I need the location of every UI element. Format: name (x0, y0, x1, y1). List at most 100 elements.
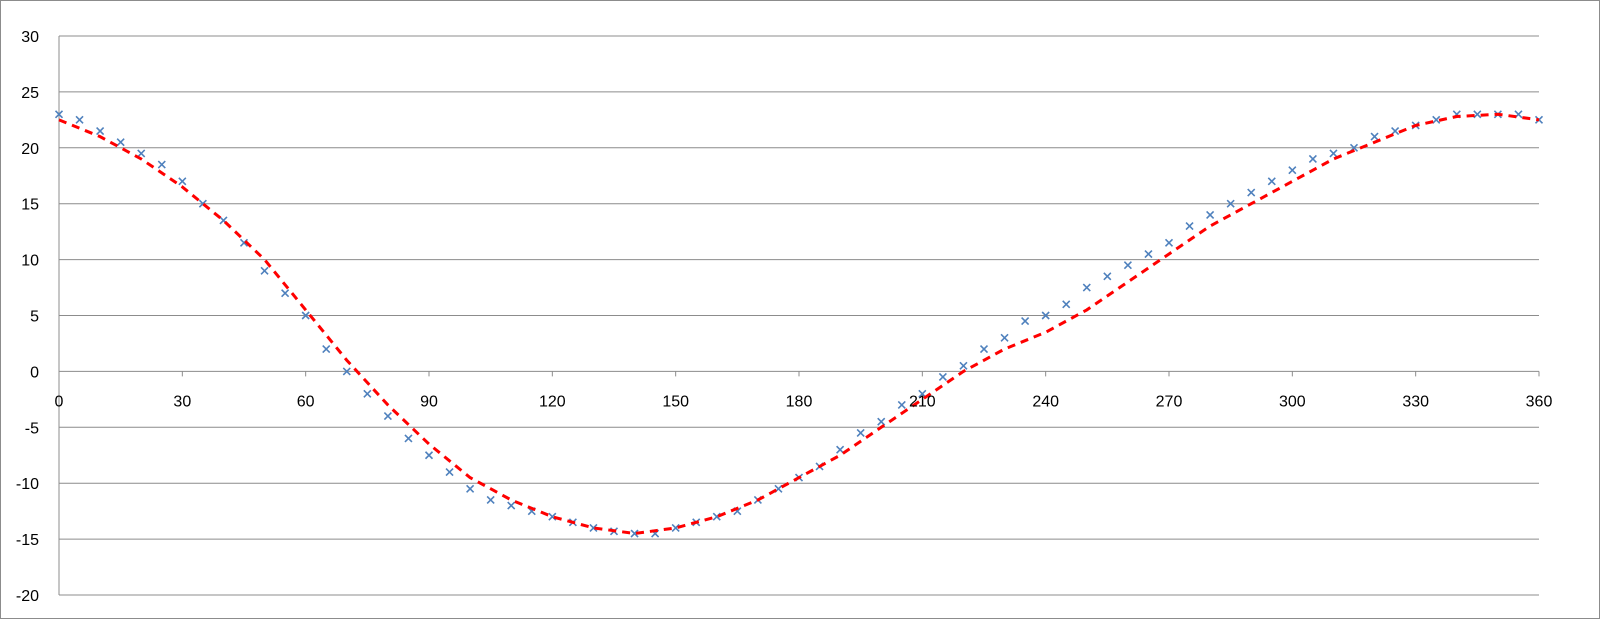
data-point (445, 467, 454, 477)
point-marker (1288, 166, 1297, 175)
point-marker (1021, 317, 1030, 326)
point-marker (1329, 149, 1338, 158)
data-point (1041, 311, 1050, 320)
x-tick-label: 360 (1526, 393, 1553, 410)
point-marker (1308, 154, 1317, 164)
data-point (424, 451, 434, 460)
y-tick-label: -10 (16, 476, 39, 493)
data-point (1432, 115, 1441, 124)
point-marker (486, 495, 495, 505)
point-marker (157, 160, 166, 169)
data-point (1308, 154, 1317, 164)
x-tick-label: 150 (662, 393, 689, 410)
data-point (54, 110, 64, 119)
data-point (1103, 272, 1112, 281)
data-point (959, 361, 968, 370)
data-point (260, 266, 269, 275)
data-point (1000, 333, 1009, 342)
point-marker (1370, 132, 1379, 141)
data-point (301, 311, 310, 320)
point-marker (1103, 272, 1112, 281)
point-marker (404, 434, 413, 443)
x-tick-label: 330 (1402, 393, 1429, 410)
x-tick-label: 90 (420, 393, 438, 410)
point-marker (75, 115, 84, 124)
data-point (281, 289, 290, 298)
gridlines (59, 35, 1539, 596)
point-marker (1123, 261, 1132, 270)
data-point (1473, 110, 1482, 119)
y-tick-label: 10 (21, 253, 39, 270)
trend-series (58, 112, 1540, 536)
data-point (1370, 132, 1379, 141)
point-marker (1267, 177, 1276, 186)
data-point (363, 389, 372, 398)
data-point (1226, 199, 1235, 208)
point-marker (548, 512, 557, 521)
point-marker (445, 467, 454, 477)
scatter-series (54, 110, 1544, 538)
data-point (589, 523, 598, 532)
point-marker (281, 289, 290, 298)
data-point (1247, 188, 1256, 197)
point-marker (979, 344, 989, 354)
point-marker (1432, 115, 1441, 124)
data-point (116, 138, 125, 147)
data-point (1021, 317, 1030, 326)
point-marker (1062, 300, 1071, 309)
data-point (486, 495, 495, 505)
data-point (1082, 283, 1091, 292)
point-marker (938, 372, 947, 382)
y-tick-label: -20 (16, 588, 39, 605)
data-point (96, 126, 105, 136)
point-marker (301, 311, 310, 320)
y-tick-label: 5 (30, 309, 39, 326)
point-marker (589, 523, 598, 532)
point-marker (1041, 311, 1050, 320)
point-marker (96, 126, 105, 136)
point-marker (1144, 249, 1153, 259)
point-marker (116, 138, 125, 147)
data-point (1062, 300, 1071, 309)
point-marker (178, 177, 187, 186)
point-marker (424, 451, 434, 460)
x-tick-labels: 0 30 60 90 120 150 180 210 240 270 300 330 360 (55, 393, 1553, 410)
point-marker (383, 412, 392, 421)
point-marker (671, 523, 680, 532)
data-point (979, 344, 989, 354)
point-marker (1206, 210, 1215, 219)
point-marker (1164, 238, 1174, 247)
data-point (404, 434, 413, 443)
x-tick-label: 0 (55, 393, 64, 410)
point-marker (1000, 333, 1009, 342)
point-marker (959, 361, 968, 370)
data-point (1144, 249, 1153, 259)
point-marker (260, 266, 269, 275)
y-tick-label: 20 (21, 141, 39, 158)
data-point (630, 529, 639, 538)
point-marker (1226, 199, 1235, 208)
x-tick-label: 30 (173, 393, 191, 410)
y-tick-label: 0 (30, 364, 39, 381)
x-tick-label: 120 (539, 393, 566, 410)
x-tick-label: 210 (909, 393, 936, 410)
point-marker (1185, 221, 1194, 231)
data-point (1267, 177, 1276, 186)
point-marker (1473, 110, 1482, 119)
data-point (342, 367, 351, 376)
data-point (548, 512, 557, 521)
data-point (178, 177, 187, 186)
data-point (137, 149, 146, 158)
point-marker (466, 484, 475, 493)
data-point (877, 417, 886, 426)
y-tick-label: 15 (21, 197, 39, 214)
data-point (856, 428, 865, 437)
data-point (1329, 149, 1338, 158)
y-tick-label: 25 (21, 85, 39, 102)
data-point (466, 484, 475, 493)
data-point (671, 523, 680, 532)
point-marker (507, 501, 516, 510)
data-point (1123, 261, 1132, 270)
